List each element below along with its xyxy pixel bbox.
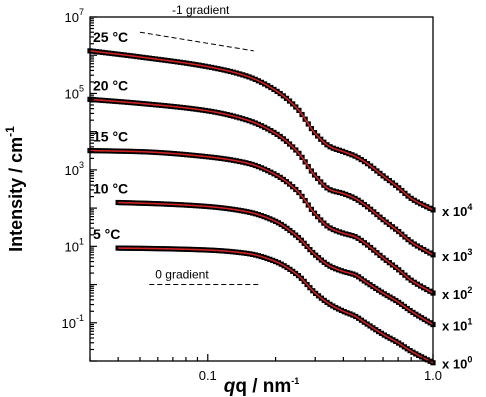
series-label-multiplier: x 102 [442, 285, 472, 302]
multiplier-base: x 10 [442, 204, 467, 219]
y-axis-title: Intensity / cm-1 [3, 126, 26, 252]
y-tick-label: 103 [65, 160, 84, 178]
y-axis-title-sup: -1 [3, 126, 17, 137]
fit-line [89, 50, 434, 211]
x-axis-title-q: q [224, 376, 236, 397]
gradient-line [139, 31, 254, 52]
y-tick-exp: 3 [79, 160, 84, 170]
fit-lines [89, 50, 434, 364]
y-axis-title-text: Intensity / cm [6, 137, 26, 252]
multiplier-exp: 4 [467, 202, 472, 212]
y-tick-base: 10 [65, 239, 79, 254]
series-label-temperature: 20 °C [93, 77, 128, 93]
series-label-temperature: 25 °C [93, 29, 128, 45]
x-axis-title: qq / nm-1 [224, 376, 300, 397]
multiplier-base: x 10 [442, 249, 467, 264]
y-tick-label: 105 [65, 83, 84, 101]
series-label-temperature: 5 °C [93, 226, 120, 242]
multiplier-base: x 10 [442, 357, 467, 372]
y-tick-label: 10-1 [62, 313, 84, 331]
y-tick-base: 10 [62, 316, 76, 331]
x-axis-title-text: q / nm [235, 376, 291, 397]
series-label-temperature: 15 °C [93, 129, 128, 145]
fit-line [118, 201, 434, 326]
y-tick-label: 101 [65, 236, 84, 254]
multiplier-exp: 2 [467, 285, 472, 295]
data-markers [87, 48, 436, 366]
fit-line [89, 98, 434, 256]
annotations: -1 gradient 0 gradient [139, 3, 260, 286]
multiplier-exp: 0 [467, 355, 472, 365]
plot-frame [89, 16, 434, 362]
y-tick-exp: 1 [79, 236, 84, 246]
series-label-temperature: 10 °C [93, 181, 128, 197]
series-label-multiplier: x 103 [442, 247, 472, 264]
x-tick-label: 0.1 [199, 368, 217, 383]
series-label-multiplier: x 100 [442, 355, 472, 372]
fit-line [118, 247, 434, 364]
multiplier-exp: 3 [467, 247, 472, 257]
multiplier-exp: 1 [467, 317, 472, 327]
data-point [115, 245, 121, 251]
x-tick-label: 1.0 [424, 368, 442, 383]
gradient-label: 0 gradient [155, 268, 209, 282]
y-tick-label: 107 [65, 7, 84, 25]
fit-line [89, 149, 434, 294]
y-tick-base: 10 [65, 10, 79, 25]
y-tick-exp: -1 [76, 313, 84, 323]
y-tick-exp: 7 [79, 7, 84, 17]
gradient-label: -1 gradient [172, 3, 230, 17]
x-axis-title-sup: -1 [291, 376, 299, 386]
multiplier-base: x 10 [442, 287, 467, 302]
x-axis-ticks: 0.1 1.0 [89, 354, 442, 383]
y-tick-base: 10 [65, 86, 79, 101]
multiplier-base: x 10 [442, 319, 467, 334]
series-label-multiplier: x 101 [442, 317, 472, 334]
y-tick-exp: 5 [79, 83, 84, 93]
series-label-multiplier: x 104 [442, 202, 472, 219]
y-tick-base: 10 [65, 163, 79, 178]
